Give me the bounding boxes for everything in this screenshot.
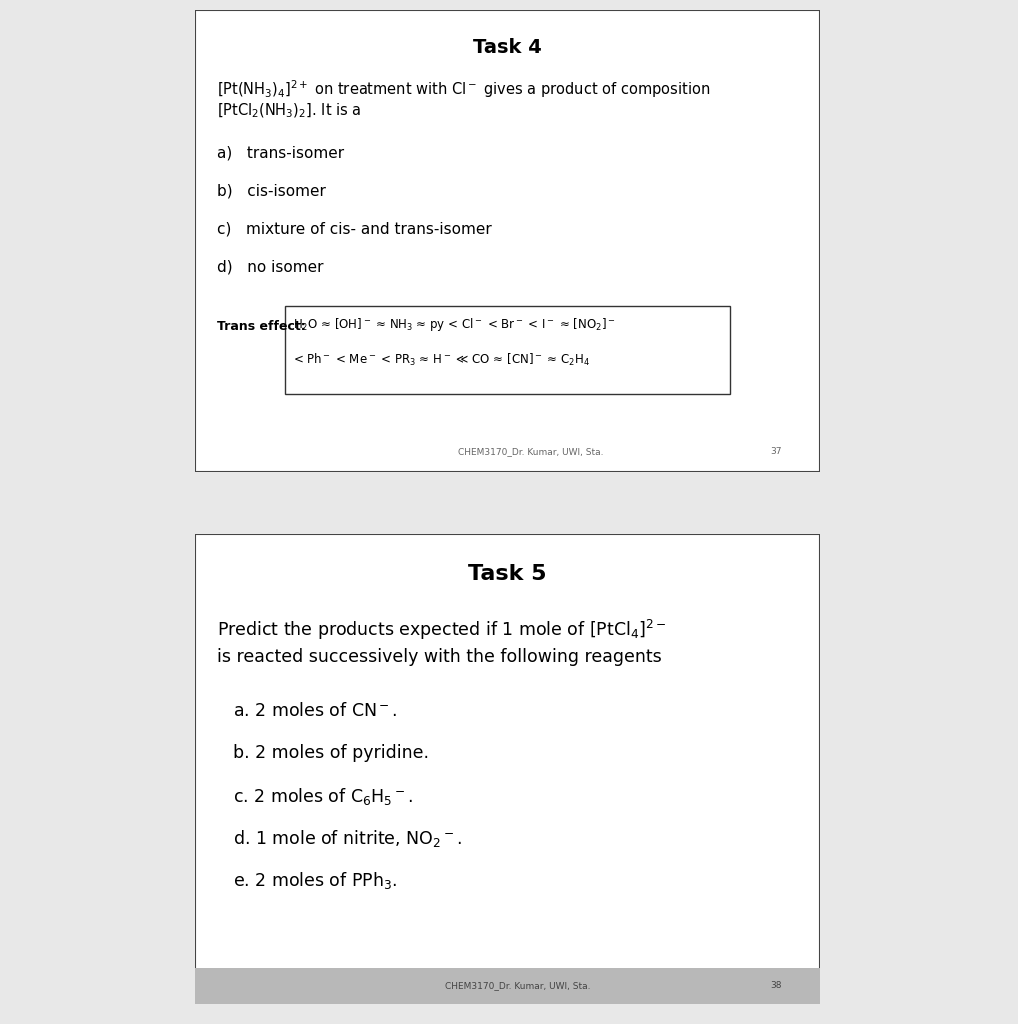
Text: CHEM3170_Dr. Kumar, UWI, Sta.: CHEM3170_Dr. Kumar, UWI, Sta. [457, 447, 603, 456]
Text: [Pt(NH$_3$)$_4$]$^{2+}$ on treatment with Cl$^-$ gives a product of composition: [Pt(NH$_3$)$_4$]$^{2+}$ on treatment wit… [217, 78, 711, 99]
Bar [195, 968, 821, 1004]
Text: d. 1 mole of nitrite, NO$_2$$^-$.: d. 1 mole of nitrite, NO$_2$$^-$. [233, 828, 462, 849]
Text: Trans effect:: Trans effect: [217, 319, 305, 333]
Text: c. 2 moles of C$_6$H$_5$$^-$.: c. 2 moles of C$_6$H$_5$$^-$. [233, 786, 413, 807]
Text: < Ph$^-$ < Me$^-$ < PR$_3$ ≈ H$^-$ ≪ CO ≈ [CN]$^-$ ≈ C$_2$H$_4$: < Ph$^-$ < Me$^-$ < PR$_3$ ≈ H$^-$ ≪ CO … [293, 352, 590, 368]
Text: Task 5: Task 5 [468, 564, 547, 584]
Text: d)   no isomer: d) no isomer [217, 259, 324, 274]
Text: [PtCl$_2$(NH$_3$)$_2$]. It is a: [PtCl$_2$(NH$_3$)$_2$]. It is a [217, 102, 361, 121]
Text: b)   cis-isomer: b) cis-isomer [217, 183, 326, 198]
Bar [285, 306, 730, 394]
Text: a)   trans-isomer: a) trans-isomer [217, 145, 344, 160]
Text: is reacted successively with the following reagents: is reacted successively with the followi… [217, 648, 662, 666]
Text: Predict the products expected if 1 mole of [PtCl$_4$]$^{2-}$: Predict the products expected if 1 mole … [217, 618, 667, 642]
Text: b. 2 moles of pyridine.: b. 2 moles of pyridine. [233, 744, 429, 762]
Text: e. 2 moles of PPh$_3$.: e. 2 moles of PPh$_3$. [233, 870, 397, 891]
Text: c)   mixture of cis- and trans-isomer: c) mixture of cis- and trans-isomer [217, 221, 492, 236]
Text: CHEM3170_Dr. Kumar, UWI, Sta.: CHEM3170_Dr. Kumar, UWI, Sta. [445, 981, 590, 990]
Text: a. 2 moles of CN$^-$.: a. 2 moles of CN$^-$. [233, 702, 398, 720]
Text: 37: 37 [770, 447, 782, 456]
Text: Task 4: Task 4 [473, 38, 542, 57]
Text: H$_2$O ≈ [OH]$^-$ ≈ NH$_3$ ≈ py < Cl$^-$ < Br$^-$ < I$^-$ ≈ [NO$_2$]$^-$: H$_2$O ≈ [OH]$^-$ ≈ NH$_3$ ≈ py < Cl$^-$… [293, 316, 616, 333]
Text: 38: 38 [770, 981, 782, 990]
